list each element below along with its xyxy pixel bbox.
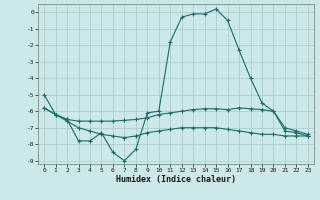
X-axis label: Humidex (Indice chaleur): Humidex (Indice chaleur) [116, 175, 236, 184]
